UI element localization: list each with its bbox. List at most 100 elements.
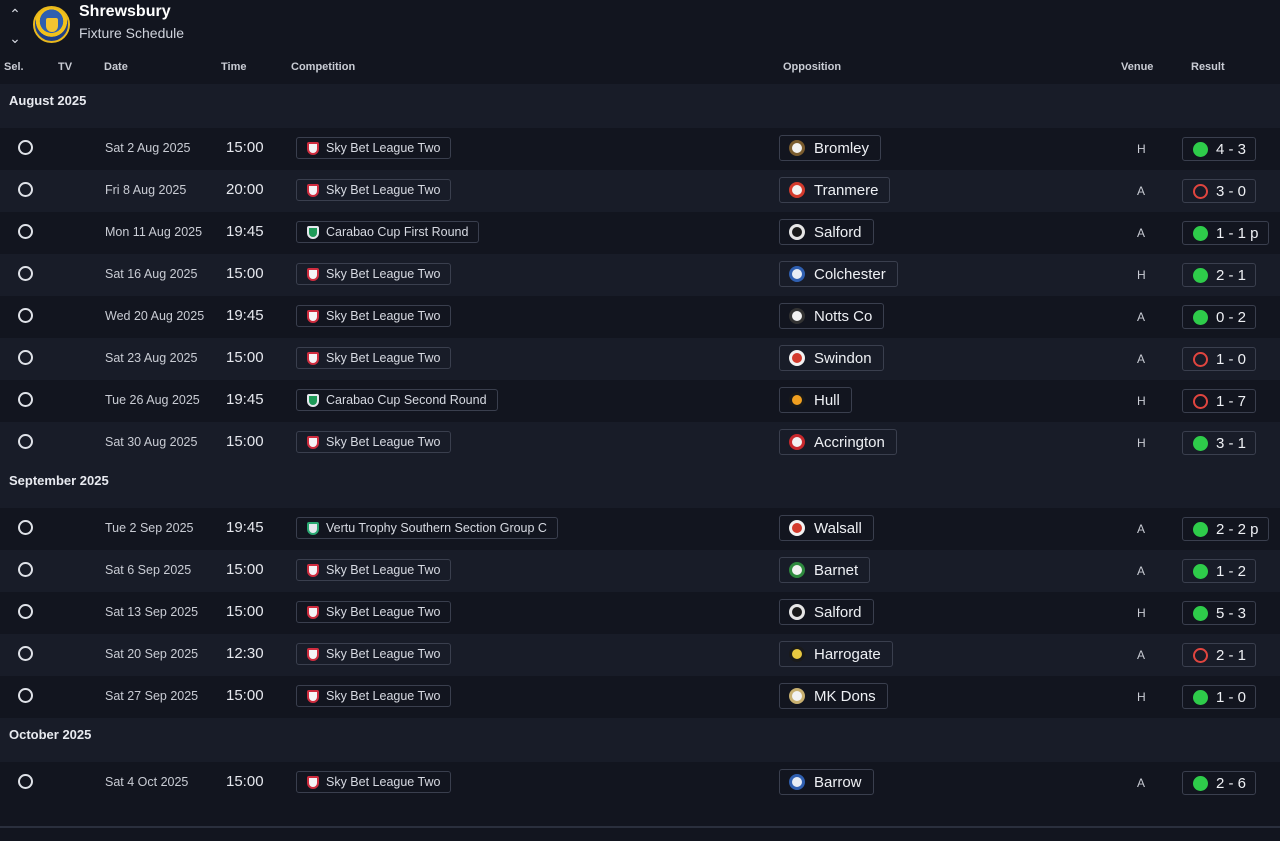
col-header-result[interactable]: Result	[1191, 61, 1225, 73]
opposition-link[interactable]: Accrington	[779, 429, 897, 455]
opposition-link[interactable]: Hull	[779, 387, 852, 413]
opposition-link[interactable]: Salford	[779, 219, 874, 245]
fixture-time: 15:00	[226, 265, 264, 282]
fixture-row[interactable]: Tue 26 Aug 2025 19:45 Carabao Cup Second R…	[0, 380, 1280, 422]
fixture-row[interactable]: Sat 20 Sep 2025 12:30 Sky Bet League Two Ha…	[0, 634, 1280, 676]
select-radio[interactable]	[18, 520, 33, 535]
select-radio[interactable]	[18, 182, 33, 197]
select-radio[interactable]	[18, 140, 33, 155]
result-button[interactable]: 2 - 2 p	[1182, 517, 1269, 541]
competition-link[interactable]: Carabao Cup Second Round	[296, 389, 498, 411]
opposition-link[interactable]: Salford	[779, 599, 874, 625]
competition-link[interactable]: Sky Bet League Two	[296, 559, 452, 581]
select-radio[interactable]	[18, 434, 33, 449]
venue: H	[1137, 142, 1146, 156]
opposition-link[interactable]: Swindon	[779, 345, 884, 371]
venue: A	[1137, 352, 1146, 366]
competition-link[interactable]: Sky Bet League Two	[296, 305, 452, 327]
fixture-row[interactable]: Sat 2 Aug 2025 15:00 Sky Bet League Two Bro…	[0, 128, 1280, 170]
fixture-row[interactable]: Sat 27 Sep 2025 15:00 Sky Bet League Two MK…	[0, 676, 1280, 718]
col-header-competition[interactable]: Competition	[291, 61, 356, 73]
fixture-date: Sat 23 Aug 2025	[105, 351, 198, 365]
select-radio[interactable]	[18, 392, 33, 407]
competition-link[interactable]: Sky Bet League Two	[296, 601, 452, 623]
chevron-up-icon[interactable]: ⌃	[9, 6, 21, 22]
fixture-row[interactable]: Sat 16 Aug 2025 15:00 Sky Bet League Two Co…	[0, 254, 1280, 296]
select-radio[interactable]	[18, 266, 33, 281]
opposition-link[interactable]: Tranmere	[779, 177, 891, 203]
club-badge-icon	[789, 350, 805, 366]
competition-link[interactable]: Sky Bet League Two	[296, 771, 452, 793]
opposition-link[interactable]: Barnet	[779, 557, 871, 583]
opposition-link[interactable]: MK Dons	[779, 683, 888, 709]
select-radio[interactable]	[18, 562, 33, 577]
competition-link[interactable]: Sky Bet League Two	[296, 431, 452, 453]
opposition-name: Accrington	[814, 433, 885, 451]
competition-link[interactable]: Carabao Cup First Round	[296, 221, 480, 243]
fixture-date: Sat 20 Sep 2025	[105, 647, 199, 661]
fixture-row[interactable]: Fri 8 Aug 2025 20:00 Sky Bet League Two Tra…	[0, 170, 1280, 212]
team-name[interactable]: Shrewsbury	[79, 3, 171, 20]
fixture-row[interactable]: Sat 30 Aug 2025 15:00 Sky Bet League Two Ac…	[0, 422, 1280, 464]
chevron-down-icon[interactable]: ⌄	[9, 30, 21, 46]
fixture-time: 19:45	[226, 519, 264, 536]
col-header-opposition[interactable]: Opposition	[783, 61, 842, 73]
result-button[interactable]: 2 - 1	[1182, 643, 1257, 667]
select-radio[interactable]	[18, 688, 33, 703]
competition-link[interactable]: Sky Bet League Two	[296, 179, 452, 201]
opposition-link[interactable]: Notts Co	[779, 303, 885, 329]
win-indicator-icon	[1193, 775, 1208, 791]
fixture-row[interactable]: Tue 2 Sep 2025 19:45 Vertu Trophy Southern…	[0, 508, 1280, 550]
col-header-time[interactable]: Time	[221, 61, 247, 73]
result-button[interactable]: 3 - 0	[1182, 179, 1257, 203]
fixture-row[interactable]: Sat 23 Aug 2025 15:00 Sky Bet League Two Sw…	[0, 338, 1280, 380]
result-button[interactable]: 1 - 1 p	[1182, 221, 1269, 245]
select-radio[interactable]	[18, 774, 33, 789]
select-radio[interactable]	[18, 604, 33, 619]
col-header-tv[interactable]: TV	[58, 61, 73, 73]
month-header: October 2025	[0, 718, 1280, 762]
opposition-link[interactable]: Walsall	[779, 515, 874, 541]
result-button[interactable]: 5 - 3	[1182, 601, 1257, 625]
month-label: August 2025	[9, 93, 87, 108]
competition-link[interactable]: Sky Bet League Two	[296, 347, 452, 369]
col-header-date[interactable]: Date	[104, 61, 128, 73]
opposition-link[interactable]: Harrogate	[779, 641, 893, 667]
fixture-row[interactable]: Wed 20 Aug 2025 19:45 Sky Bet League Two No…	[0, 296, 1280, 338]
competition-link[interactable]: Sky Bet League Two	[296, 137, 452, 159]
club-crest-icon[interactable]	[33, 6, 70, 43]
competition-name: Sky Bet League Two	[326, 647, 441, 661]
result-button[interactable]: 1 - 2	[1182, 559, 1257, 583]
competition-link[interactable]: Sky Bet League Two	[296, 263, 452, 285]
select-radio[interactable]	[18, 224, 33, 239]
month-header: August 2025	[0, 84, 1280, 128]
fixture-row[interactable]: Mon 11 Aug 2025 19:45 Carabao Cup First Ro…	[0, 212, 1280, 254]
select-radio[interactable]	[18, 646, 33, 661]
result-button[interactable]: 1 - 0	[1182, 685, 1257, 709]
venue: H	[1137, 436, 1146, 450]
opposition-link[interactable]: Bromley	[779, 135, 882, 161]
fixture-row[interactable]: Sat 4 Oct 2025 15:00 Sky Bet League Two Bar…	[0, 762, 1280, 804]
col-header-sel[interactable]: Sel.	[4, 61, 24, 73]
result-button[interactable]: 1 - 0	[1182, 347, 1257, 371]
result-button[interactable]: 4 - 3	[1182, 137, 1257, 161]
opposition-link[interactable]: Colchester	[779, 261, 898, 287]
result-button[interactable]: 2 - 1	[1182, 263, 1257, 287]
fixture-row[interactable]: Sat 13 Sep 2025 15:00 Sky Bet League Two Sa…	[0, 592, 1280, 634]
opposition-link[interactable]: Barrow	[779, 769, 874, 795]
select-radio[interactable]	[18, 350, 33, 365]
result-button[interactable]: 3 - 1	[1182, 431, 1257, 455]
result-score: 4 - 3	[1216, 140, 1247, 158]
competition-link[interactable]: Sky Bet League Two	[296, 685, 452, 707]
club-badge-icon	[789, 604, 805, 620]
result-button[interactable]: 1 - 7	[1182, 389, 1257, 413]
select-radio[interactable]	[18, 308, 33, 323]
page-title: Fixture Schedule	[79, 25, 185, 41]
opposition-name: Hull	[814, 391, 840, 409]
fixture-row[interactable]: Sat 6 Sep 2025 15:00 Sky Bet League Two Bar…	[0, 550, 1280, 592]
result-button[interactable]: 0 - 2	[1182, 305, 1257, 329]
result-button[interactable]: 2 - 6	[1182, 771, 1257, 795]
competition-link[interactable]: Vertu Trophy Southern Section Group C	[296, 517, 558, 539]
competition-link[interactable]: Sky Bet League Two	[296, 643, 452, 665]
col-header-venue[interactable]: Venue	[1121, 61, 1154, 73]
